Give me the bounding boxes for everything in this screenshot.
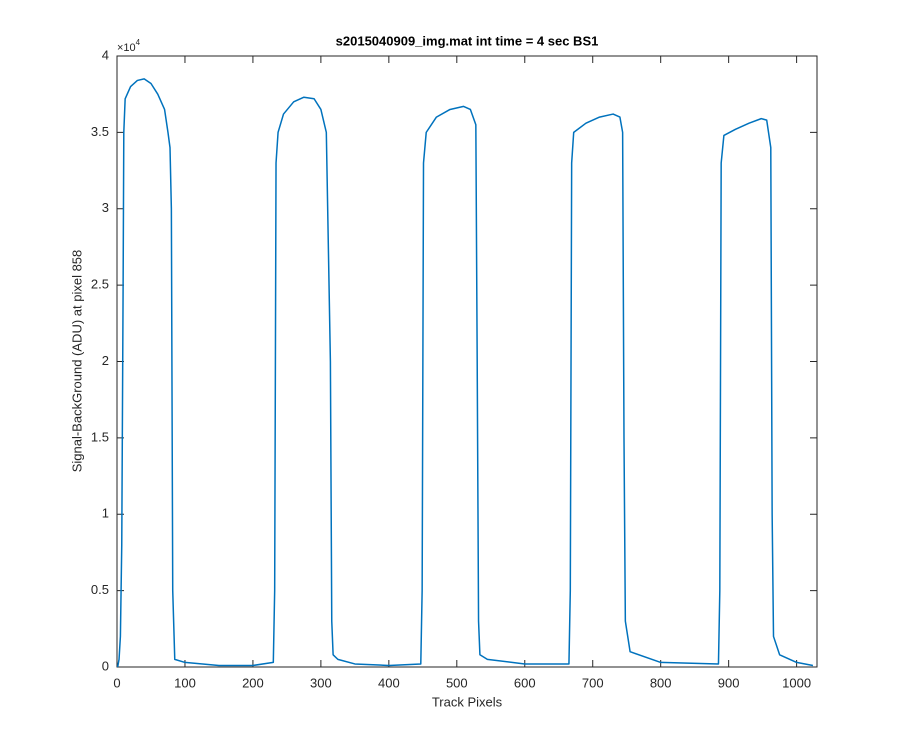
y-tick-label: 1.5: [91, 429, 109, 444]
y-tick-label: 3.5: [91, 124, 109, 139]
chart-title: s2015040909_img.mat int time = 4 sec BS1: [336, 33, 599, 48]
x-tick-label: 400: [378, 675, 400, 690]
x-tick-label: 900: [718, 675, 740, 690]
y-axis-label: Signal-BackGround (ADU) at pixel 858: [69, 250, 84, 473]
x-tick-label: 0: [113, 675, 120, 690]
x-tick-label: 1000: [782, 675, 811, 690]
x-tick-label: 700: [582, 675, 604, 690]
y-multiplier-exponent: 4: [136, 38, 141, 47]
x-tick-label: 100: [174, 675, 196, 690]
y-multiplier-base: ×10: [117, 42, 136, 54]
y-tick-label: 3: [102, 200, 109, 215]
y-tick-label: 2: [102, 353, 109, 368]
y-tick-label: 4: [102, 47, 109, 62]
x-tick-label: 600: [514, 675, 536, 690]
data-line: [116, 78, 814, 668]
x-tick-label: 800: [650, 675, 672, 690]
x-tick-label: 200: [242, 675, 264, 690]
x-tick-label: 300: [310, 675, 332, 690]
y-multiplier: ×104: [117, 38, 141, 54]
y-tick-label: 0: [102, 658, 109, 673]
y-tick-label: 2.5: [91, 277, 109, 292]
y-tick-label: 1: [102, 506, 109, 521]
y-tick-label: 0.5: [91, 582, 109, 597]
x-axis-label: Track Pixels: [432, 694, 503, 709]
x-tick-label: 500: [446, 675, 468, 690]
